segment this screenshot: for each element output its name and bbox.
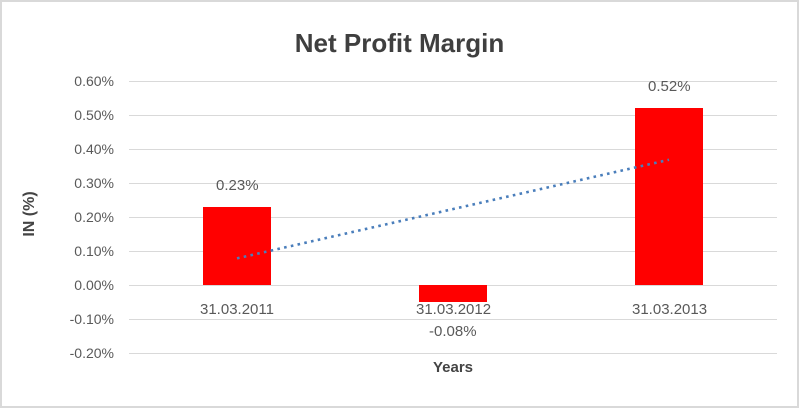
gridline	[129, 353, 777, 354]
y-tick-label: 0.10%	[74, 243, 114, 259]
chart-title: Net Profit Margin	[294, 28, 505, 58]
y-tick-label: 0.60%	[74, 73, 114, 89]
gridline	[129, 319, 777, 320]
category-label: 31.03.2013	[630, 301, 710, 318]
x-axis-title: Years	[432, 359, 474, 376]
data-label: -0.08%	[429, 323, 477, 340]
data-label: 0.23%	[216, 177, 259, 194]
bar	[203, 207, 271, 285]
gridline	[129, 115, 777, 116]
y-tick-label: 0.00%	[74, 277, 114, 293]
data-label: 0.52%	[648, 78, 691, 95]
gridline	[129, 81, 777, 82]
bar	[635, 108, 703, 285]
trendline	[236, 158, 670, 260]
y-tick-label: -0.10%	[69, 311, 114, 327]
y-tick-label: 0.50%	[74, 107, 114, 123]
y-tick-label: -0.20%	[69, 345, 114, 361]
y-tick-label: 0.40%	[74, 141, 114, 157]
category-label: 31.03.2011	[198, 301, 276, 318]
category-label: 31.03.2012	[414, 301, 494, 318]
gridline	[129, 149, 777, 150]
y-tick-label: 0.30%	[74, 175, 114, 191]
y-tick-label: 0.20%	[74, 209, 114, 225]
